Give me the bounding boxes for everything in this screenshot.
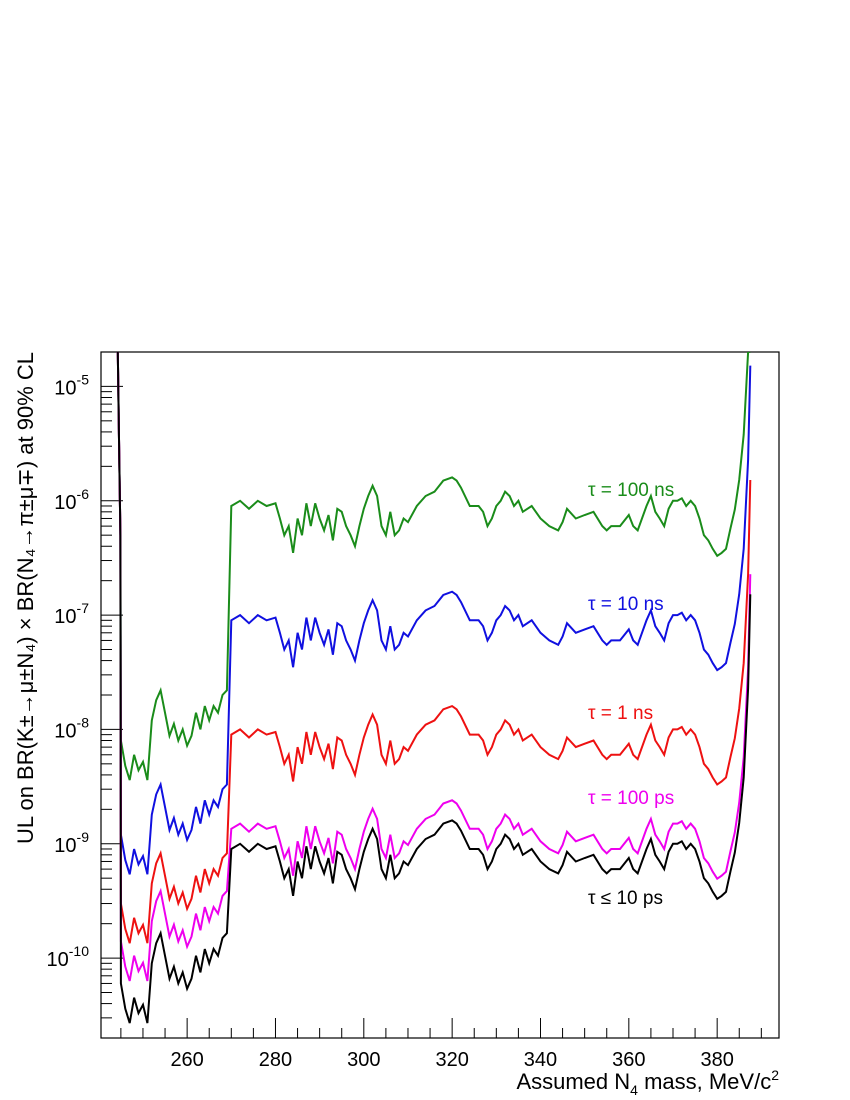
x-tick-label: 260: [170, 1049, 203, 1071]
y-tick-label: 10-10: [47, 943, 90, 971]
series-line-4: [116, 352, 752, 1024]
y-tick-label: 10-7: [54, 600, 89, 628]
series-line-3: [116, 352, 752, 982]
series-line-0: [116, 352, 751, 781]
labels-layer: τ = 100 ns τ = 10 ns τ = 1 ns τ = 100 ps τ ≤…: [588, 480, 674, 909]
y-axis-title: UL on BR(K±→μ±N₄) × BR(N₄→π±μ∓) at 90% C…: [13, 352, 38, 844]
x-tick-label: 360: [612, 1049, 645, 1071]
x-tick-label: 280: [259, 1049, 292, 1071]
series-line-1: [116, 352, 752, 875]
x-tick-label: 340: [524, 1049, 557, 1071]
series-label-0: τ = 100 ns: [588, 480, 674, 501]
y-tick-label: 10-5: [54, 371, 89, 399]
series-label-4: τ ≤ 10 ps: [588, 888, 663, 909]
x-tick-label: 320: [435, 1049, 468, 1071]
series-label-3: τ = 100 ps: [588, 788, 674, 809]
series-label-2: τ = 1 ns: [588, 703, 653, 724]
x-tick-label: 300: [347, 1049, 380, 1071]
y-tick-label: 10-6: [54, 486, 89, 514]
axis-ticks: 260 280 300 320 340 360 380 10-10 10-9 10-8 10-7 10…: [47, 351, 762, 1071]
x-axis-title: Assumed N4 mass, MeV/c2: [516, 1067, 779, 1098]
series-label-1: τ = 10 ns: [588, 594, 664, 615]
y-tick-label: 10-8: [54, 714, 89, 742]
y-tick-label: 10-9: [54, 829, 89, 857]
series-layer: [116, 352, 752, 1024]
series-line-2: [116, 352, 752, 944]
x-tick-label: 380: [700, 1049, 733, 1071]
